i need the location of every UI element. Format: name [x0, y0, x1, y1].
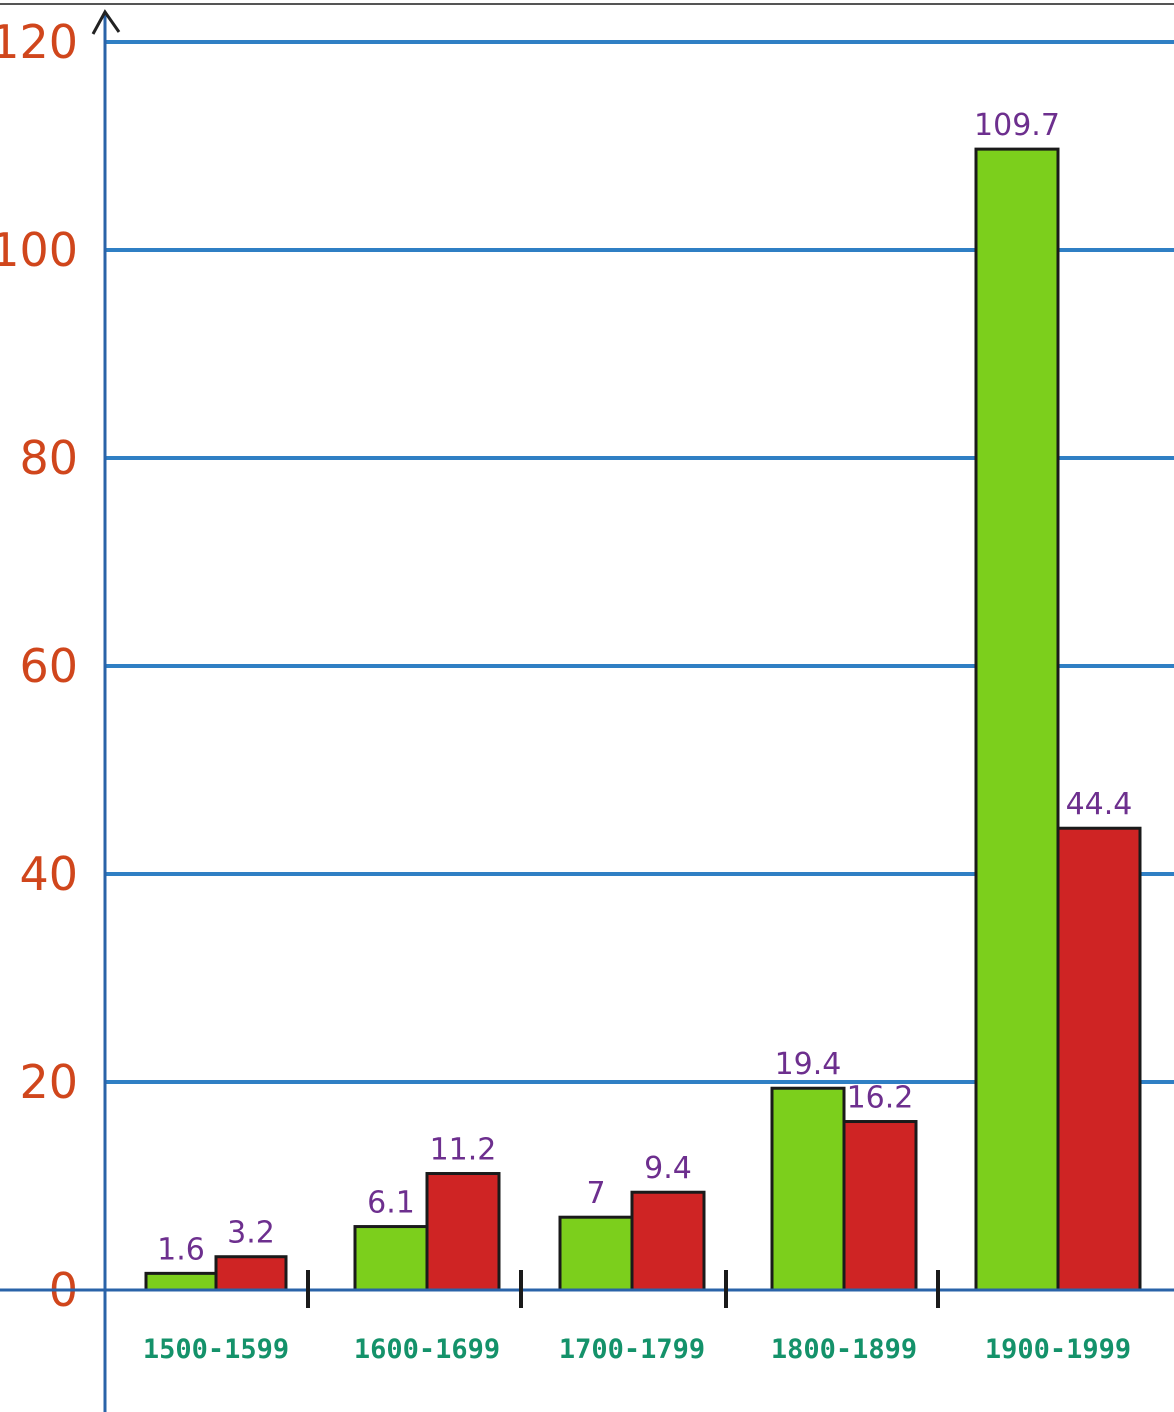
- y-tick-label: 100: [0, 223, 78, 277]
- data-label: 3.2: [227, 1216, 275, 1251]
- data-label: 19.4: [775, 1047, 842, 1082]
- x-tick-label: 1700-1799: [559, 1334, 705, 1365]
- data-label: 109.7: [974, 108, 1060, 143]
- data-label: 6.1: [367, 1186, 415, 1221]
- x-tick-label: 1900-1999: [985, 1334, 1131, 1365]
- bar: [214, 1255, 288, 1292]
- data-label: 16.2: [847, 1081, 914, 1116]
- value-labels: 1.6 3.2 6.1 11.2 7 9.4 19.416.2 109.7 44.4: [157, 108, 1132, 1267]
- bar: [770, 1086, 846, 1292]
- bar: [842, 1120, 918, 1292]
- bar: [1056, 826, 1142, 1292]
- data-label: 44.4: [1066, 787, 1133, 822]
- data-label: 9.4: [644, 1151, 692, 1186]
- x-tick-label: 1600-1699: [354, 1334, 500, 1365]
- data-label: 1.6: [157, 1232, 205, 1267]
- data-label: 11.2: [430, 1133, 497, 1168]
- y-axis-arrow: [91, 9, 121, 35]
- bar: [558, 1215, 634, 1292]
- y-axis: [91, 9, 121, 1412]
- data-label: 7: [586, 1176, 605, 1211]
- y-tick-label: 20: [19, 1055, 78, 1109]
- gridlines: [0, 3, 1174, 1084]
- x-axis: [0, 1270, 1174, 1308]
- y-tick-label: 80: [19, 431, 78, 485]
- y-tick-label: 120: [0, 15, 78, 69]
- bar: [974, 147, 1060, 1292]
- bar: [425, 1172, 501, 1292]
- bar: [353, 1225, 429, 1292]
- y-tick-label: 40: [19, 847, 78, 901]
- bar: [630, 1190, 706, 1292]
- y-tick-label: 60: [19, 639, 78, 693]
- bar: [144, 1271, 218, 1292]
- bars: [144, 147, 1142, 1292]
- category-labels: 1500-1599 1600-1699 1700-1799 1800-1899 1900…: [143, 1334, 1131, 1365]
- x-tick-label: 1500-1599: [143, 1334, 289, 1365]
- x-tick-label: 1800-1899: [771, 1334, 917, 1365]
